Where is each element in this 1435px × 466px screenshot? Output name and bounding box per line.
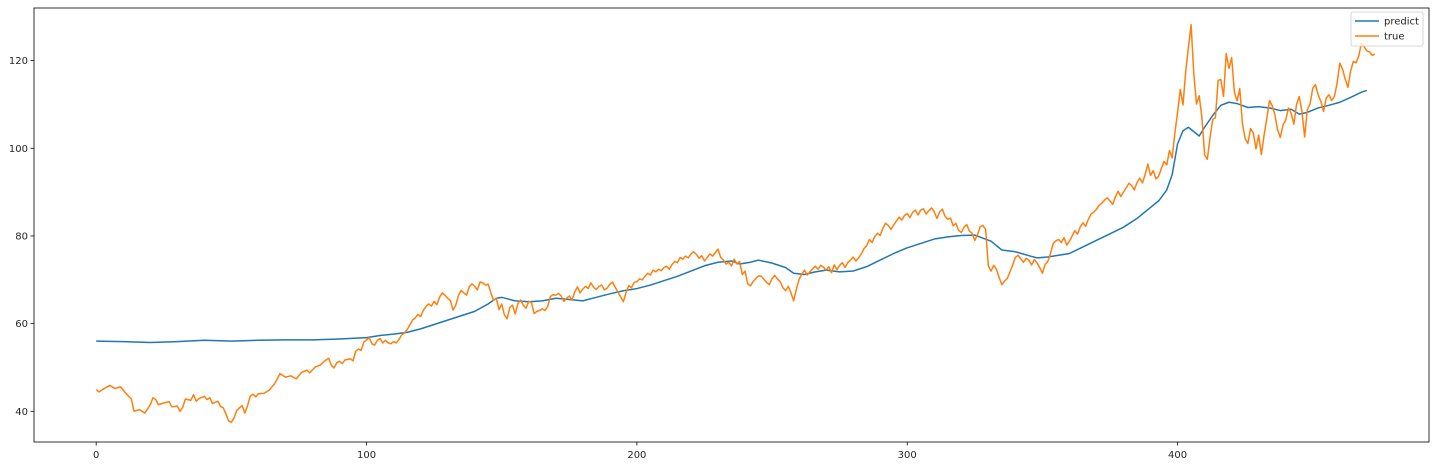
x-tick-label: 400	[1168, 450, 1187, 461]
series-line-true	[95, 23, 1376, 424]
legend-label-predict: predict	[1384, 17, 1419, 28]
x-axis: 0 100 200 300 400	[93, 442, 1187, 461]
y-tick-label: 120	[9, 56, 28, 67]
legend: predict true	[1350, 11, 1424, 47]
y-tick-label: 60	[15, 319, 28, 330]
x-tick-label: 0	[93, 450, 99, 461]
y-axis: 40 60 80 100 120	[9, 56, 34, 418]
x-tick-label: 100	[357, 450, 376, 461]
series-layer	[95, 23, 1376, 424]
y-tick-label: 100	[9, 144, 28, 155]
y-tick-label: 80	[15, 231, 28, 242]
y-tick-label: 40	[15, 407, 28, 418]
legend-label-true: true	[1384, 32, 1405, 43]
series-line-predict	[96, 89, 1368, 344]
x-tick-label: 200	[627, 450, 646, 461]
x-tick-label: 300	[898, 450, 917, 461]
plot-area-frame	[33, 7, 1430, 443]
